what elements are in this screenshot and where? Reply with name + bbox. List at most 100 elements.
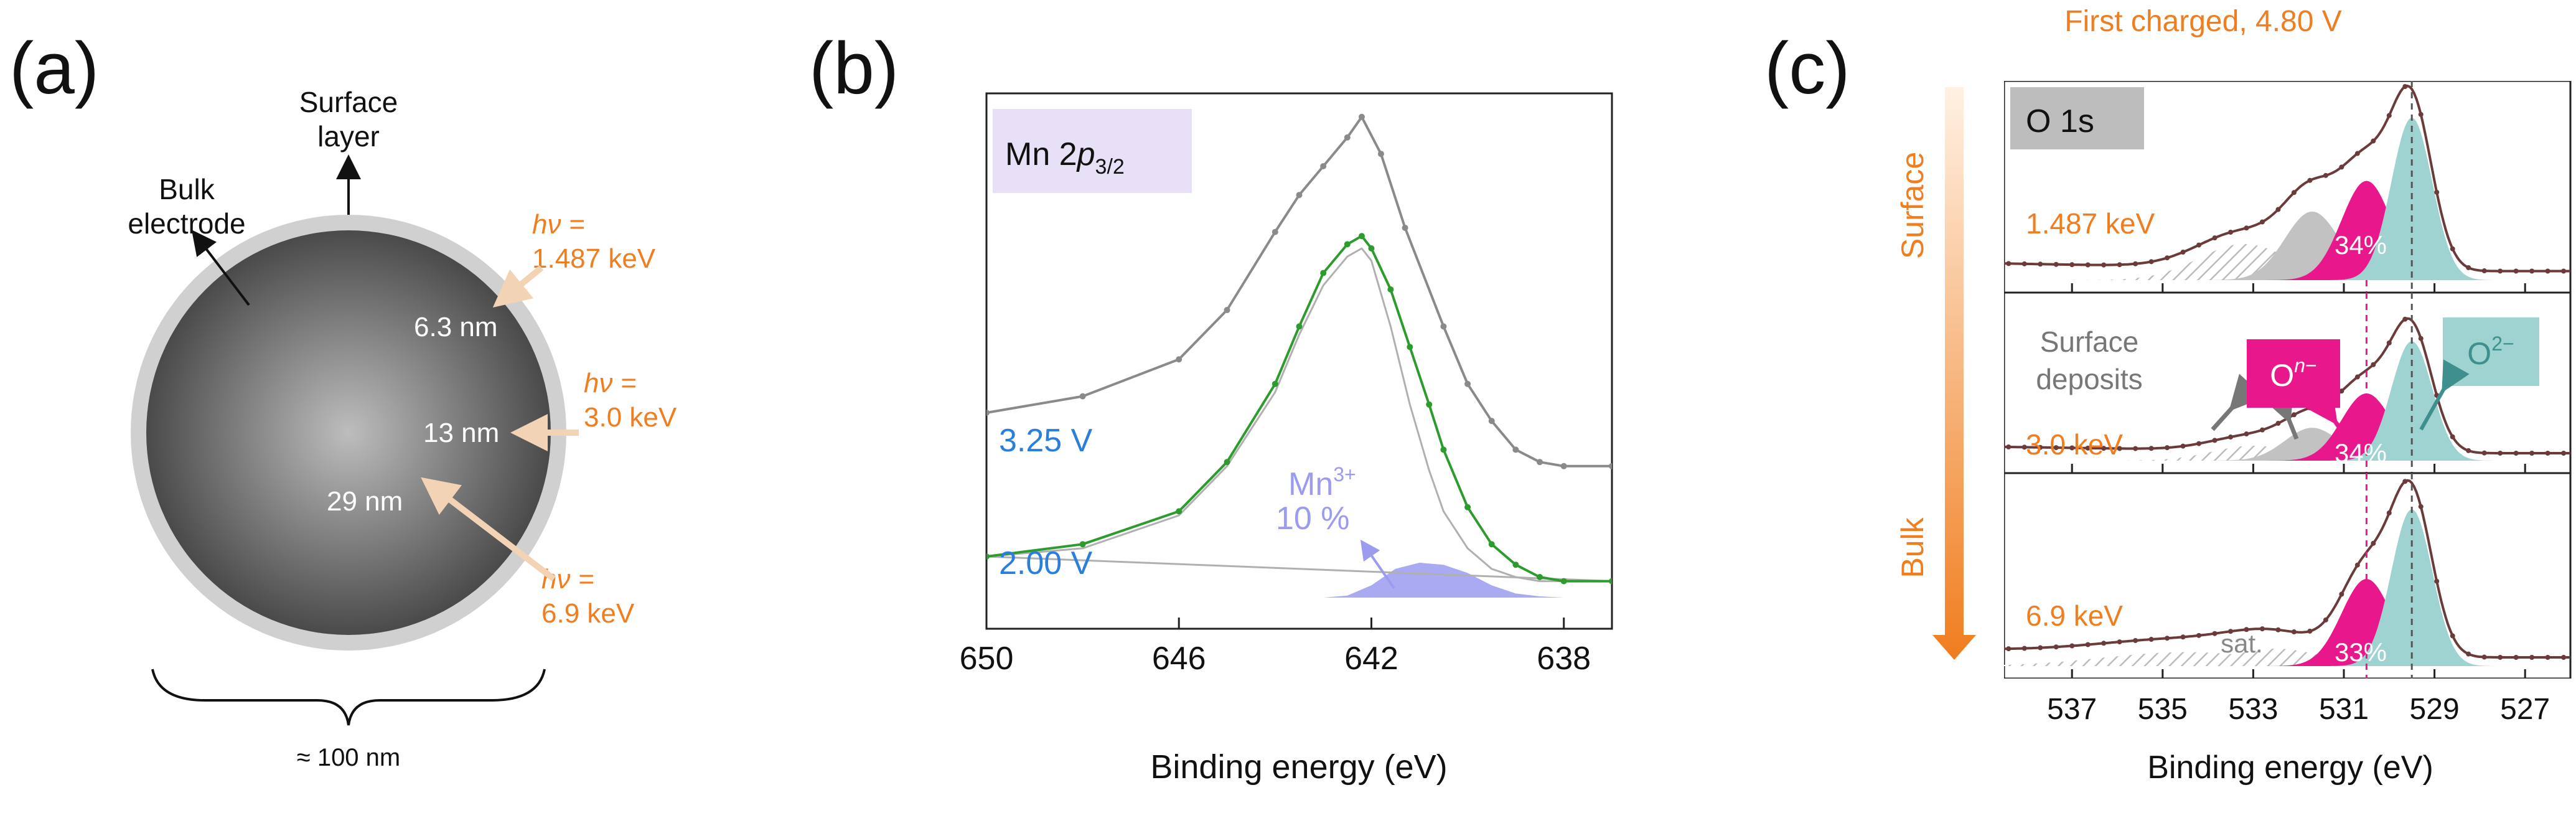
data-point: [2038, 261, 2043, 267]
x-axis-b: 650 646 642 638: [960, 618, 1591, 677]
data-point: [2450, 434, 2455, 439]
data-point: [2053, 261, 2059, 267]
series-2v00-line: [986, 235, 1612, 583]
series-2v00-line-point: [1512, 562, 1519, 568]
data-point: [2498, 268, 2503, 274]
data-point: [2402, 84, 2408, 90]
x-axis-c: 537 535 533 531 529 527: [2047, 693, 2550, 726]
x-tick-label-b: 650: [960, 641, 1014, 677]
component-sat-: [2004, 652, 2512, 666]
data-point: [2323, 617, 2328, 623]
series-3v25-line-point: [1320, 163, 1327, 169]
x-tick-label-c: 529: [2410, 693, 2460, 726]
subpanel-3: [2004, 472, 2572, 679]
data-point: [2228, 629, 2233, 634]
data-point: [2545, 451, 2550, 456]
panel-c: (c) First charged, 4.80 V Surface Bulk O…: [1764, 5, 2572, 786]
data-point: [2498, 654, 2503, 660]
data-point: [2561, 268, 2567, 274]
data-point: [2339, 388, 2344, 394]
series-3v25-line-point: [1377, 151, 1384, 157]
data-point: [2053, 445, 2059, 451]
energy-label-c2: 3.0 keV: [2026, 428, 2123, 461]
panel-b-label: (b): [809, 27, 899, 110]
data-point: [2021, 444, 2027, 450]
data-point: [2561, 654, 2567, 660]
data-point: [2529, 654, 2535, 660]
data-point: [2148, 446, 2154, 451]
data-point: [2069, 643, 2075, 649]
data-point: [2545, 654, 2550, 660]
surface-deposits-label-2: deposits: [2036, 363, 2142, 395]
data-point: [2291, 629, 2297, 635]
data-point: [2529, 268, 2535, 274]
xlabel-b: Binding energy (eV): [1150, 748, 1447, 786]
series-3v25-line-point: [986, 410, 990, 416]
plot-frame-b: [985, 92, 1613, 630]
data-point: [2386, 113, 2392, 118]
data-point: [2291, 412, 2297, 418]
subpanel-frame: [2004, 472, 2572, 679]
inset-label-bg-b: [993, 109, 1192, 193]
component-surface-deposits-hatched-: [2063, 244, 2425, 280]
data-point: [2133, 446, 2138, 451]
energy-label-3: 6.9 keV: [541, 598, 635, 629]
data-point: [2529, 451, 2535, 456]
series-3v25-line-point: [1344, 134, 1351, 141]
photon-arrow-1: [492, 265, 544, 308]
series-3v25-line-point: [1079, 393, 1086, 400]
data-point: [2513, 450, 2519, 456]
data-point: [2466, 448, 2471, 453]
percent-label-c2: 34%: [2335, 438, 2387, 468]
data-point: [2085, 445, 2091, 451]
component-o2-: [2330, 341, 2494, 461]
data-point: [2148, 259, 2154, 265]
data-point: [2354, 374, 2360, 380]
data-point: [2228, 435, 2233, 440]
component-surface-deposits-hatched-: [2090, 446, 2417, 461]
series-3v25-line-point: [1272, 228, 1278, 235]
depth-label-bulk: Bulk: [1895, 517, 1930, 578]
surface-label-line2: layer: [317, 120, 380, 153]
envelope-line: [2004, 479, 2570, 659]
x-tick-label-b: 638: [1537, 641, 1591, 677]
series-3v25-line-point: [1440, 323, 1447, 330]
data-point: [2402, 316, 2408, 322]
surface-deposits-arrow-2: [2261, 385, 2299, 440]
depth-arrow: [1932, 87, 1976, 660]
bulk-sphere: [146, 230, 551, 635]
x-tick-label-c: 535: [2138, 693, 2188, 726]
data-point: [2418, 504, 2424, 509]
data-point: [2212, 235, 2218, 241]
data-point: [2434, 189, 2440, 195]
depth-label-3: 29 nm: [327, 486, 403, 517]
series-3v25-line-point: [1560, 463, 1567, 469]
envelope-line: [2004, 84, 2570, 273]
data-point: [2021, 646, 2027, 651]
data-point: [2101, 262, 2107, 268]
x-tick-label-c: 531: [2319, 693, 2369, 726]
data-point: [2133, 261, 2138, 266]
series-2v00-line-point: [1272, 380, 1278, 387]
series-2v00-line-point: [986, 553, 990, 560]
series-2v00-line-point: [1609, 578, 1612, 585]
data-point: [2386, 340, 2392, 345]
data-point: [2466, 651, 2471, 657]
data-point: [2196, 441, 2202, 446]
fit-envelope-line: [986, 247, 1612, 583]
background-line: [986, 555, 1612, 583]
data-point: [2021, 261, 2027, 266]
subpanels-c: [2004, 81, 2572, 679]
data-point: [2069, 262, 2075, 268]
series-2v00-line-point: [1359, 233, 1365, 240]
x-tick-label-b: 642: [1344, 641, 1398, 677]
scale-brace: [151, 669, 546, 726]
scale-label: ≈ 100 nm: [297, 744, 400, 771]
data-point: [2339, 591, 2344, 597]
mn3-label: Mn3+: [1288, 463, 1356, 502]
data-point: [2259, 427, 2265, 433]
x-tick-label-c: 533: [2228, 693, 2278, 726]
series-3v25-line-point: [1488, 418, 1495, 425]
data-point: [2354, 562, 2360, 568]
